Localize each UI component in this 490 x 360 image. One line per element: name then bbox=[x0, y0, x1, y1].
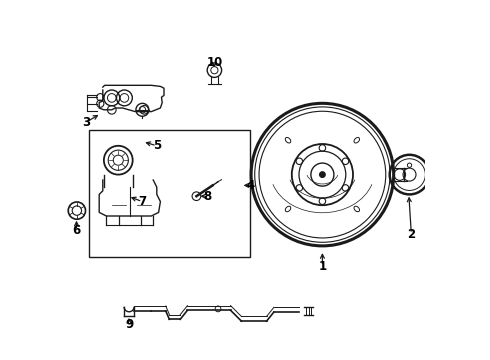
Text: 8: 8 bbox=[203, 190, 211, 203]
Text: 10: 10 bbox=[206, 57, 222, 69]
Text: 7: 7 bbox=[138, 195, 147, 208]
Text: 3: 3 bbox=[82, 116, 90, 129]
Text: 9: 9 bbox=[125, 318, 133, 330]
Circle shape bbox=[250, 103, 394, 247]
Circle shape bbox=[319, 172, 325, 177]
Text: 5: 5 bbox=[153, 139, 161, 152]
Bar bbox=[90, 130, 250, 257]
Text: 2: 2 bbox=[407, 228, 416, 240]
Text: 4: 4 bbox=[246, 179, 254, 192]
Text: 1: 1 bbox=[318, 260, 326, 273]
Text: 6: 6 bbox=[73, 224, 81, 237]
